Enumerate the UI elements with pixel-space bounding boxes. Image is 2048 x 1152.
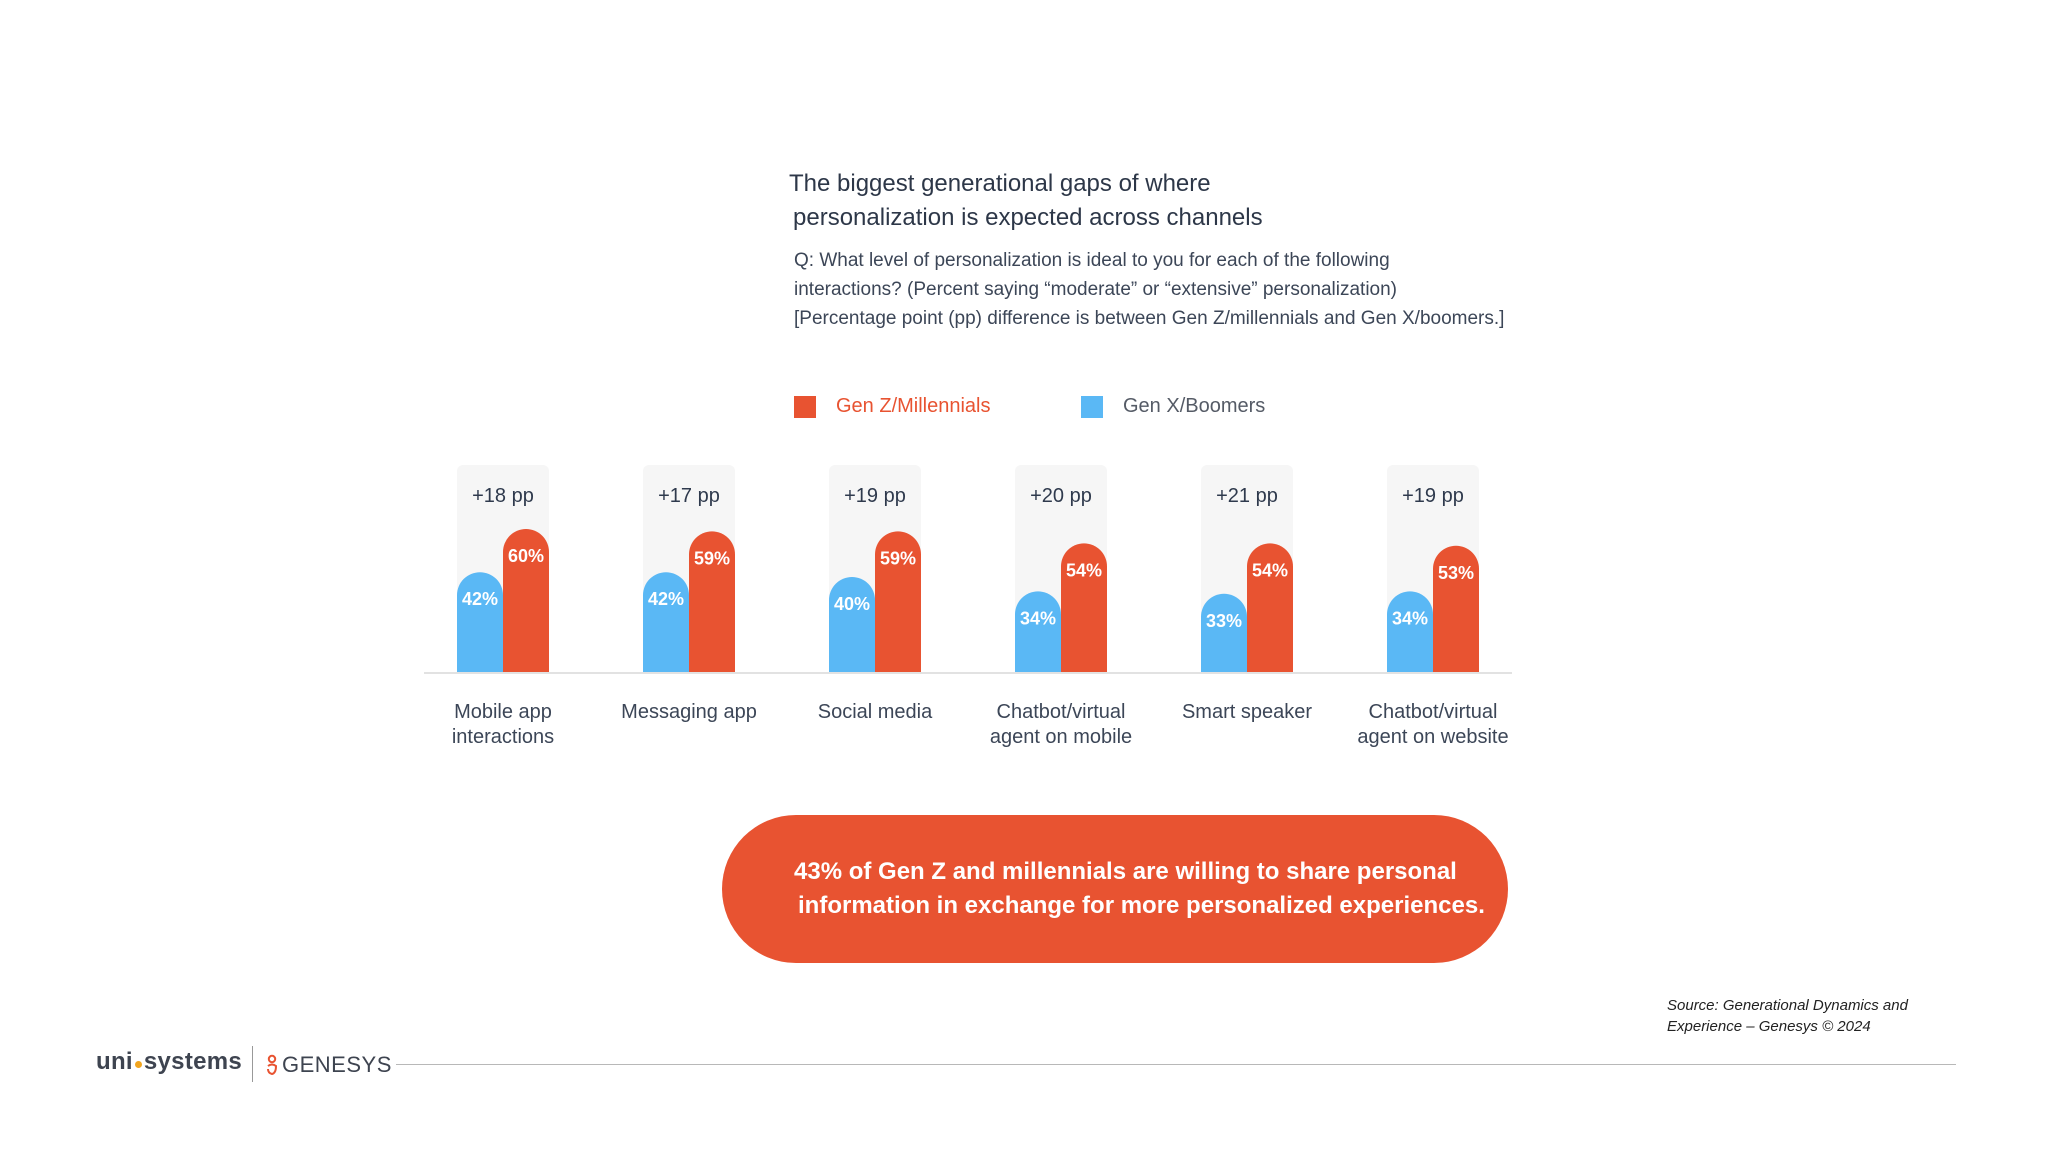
bar-gen-x bbox=[1387, 591, 1433, 673]
legend-label-gen-z: Gen Z/Millennials bbox=[836, 395, 991, 417]
chart-title-line-2: personalization is expected across chann… bbox=[793, 204, 1263, 231]
genesys-logo: GENESYS bbox=[266, 1052, 392, 1078]
bar-chart: +18 pp 42% 60% Mobile app interactions +17 pp… bbox=[424, 485, 1512, 748]
legend-item-gen-z: Gen Z/Millennials bbox=[794, 395, 991, 418]
genesys-text: GENESYS bbox=[282, 1052, 392, 1077]
category-label: Messaging app bbox=[621, 701, 757, 723]
source-line-2: Experience – Genesys © 2024 bbox=[1667, 1018, 1871, 1035]
legend-label-gen-x: Gen X/Boomers bbox=[1123, 395, 1266, 417]
bar-gen-x bbox=[1201, 593, 1247, 673]
category-label: Social media bbox=[818, 701, 933, 723]
data-label-gen-x: 34% bbox=[1020, 608, 1056, 628]
question-line-2: interactions? (Percent saying “moderate”… bbox=[794, 279, 1397, 300]
callout-banner: 43% of Gen Z and millennials are willing… bbox=[722, 815, 1508, 963]
bar-gen-z bbox=[875, 531, 921, 673]
bar-gen-z bbox=[1061, 543, 1107, 673]
question-line-1: Q: What level of personalization is idea… bbox=[794, 250, 1390, 271]
data-label-gen-x: 42% bbox=[648, 589, 684, 609]
category-label: interactions bbox=[452, 726, 554, 748]
bar-gen-z bbox=[1247, 543, 1293, 673]
data-label-gen-z: 53% bbox=[1438, 563, 1474, 583]
bar-gen-x bbox=[829, 577, 875, 673]
category-label: Smart speaker bbox=[1182, 701, 1312, 723]
difference-label: +19 pp bbox=[844, 485, 906, 507]
difference-label: +17 pp bbox=[658, 485, 720, 507]
bar-gen-x bbox=[643, 572, 689, 673]
data-label-gen-x: 34% bbox=[1392, 608, 1428, 628]
genesys-mark-icon bbox=[267, 1054, 278, 1076]
bar-gen-z bbox=[503, 529, 549, 673]
bar-gen-z bbox=[689, 531, 735, 673]
difference-label: +21 pp bbox=[1216, 485, 1278, 507]
difference-label: +19 pp bbox=[1402, 485, 1464, 507]
callout-line-2: information in exchange for more persona… bbox=[798, 892, 1485, 919]
chart-subtitle: Q: What level of personalization is idea… bbox=[794, 246, 1554, 333]
data-label-gen-x: 33% bbox=[1206, 611, 1242, 631]
logo-separator bbox=[252, 1046, 253, 1082]
source-note: Source: Generational Dynamics and Experi… bbox=[1667, 995, 1908, 1037]
data-label-gen-x: 40% bbox=[834, 594, 870, 614]
category-label: agent on mobile bbox=[990, 726, 1132, 748]
unisystems-logo: uni systems bbox=[96, 1048, 242, 1076]
question-line-3: [Percentage point (pp) difference is bet… bbox=[794, 308, 1505, 329]
footer-divider bbox=[396, 1064, 1956, 1065]
logo-dot-icon bbox=[134, 1061, 142, 1068]
data-label-gen-z: 59% bbox=[880, 548, 916, 568]
bar-gen-z bbox=[1433, 545, 1479, 673]
category-label: agent on website bbox=[1357, 726, 1508, 748]
bar-gen-x bbox=[1015, 591, 1061, 673]
data-label-gen-x: 42% bbox=[462, 589, 498, 609]
category-label: Chatbot/virtual bbox=[1369, 701, 1498, 723]
data-label-gen-z: 54% bbox=[1252, 560, 1288, 580]
legend-swatch-gen-x bbox=[1081, 395, 1103, 418]
category-label: Chatbot/virtual bbox=[997, 701, 1126, 723]
chart-title: The biggest generational gaps of where p… bbox=[789, 167, 1549, 235]
logo-uni-text: uni bbox=[96, 1048, 133, 1075]
category-label: Mobile app bbox=[454, 701, 552, 723]
source-line-1: Source: Generational Dynamics and bbox=[1667, 997, 1908, 1014]
legend-item-gen-x: Gen X/Boomers bbox=[1081, 395, 1265, 418]
callout-line-1: 43% of Gen Z and millennials are willing… bbox=[794, 858, 1457, 885]
data-label-gen-z: 60% bbox=[508, 546, 544, 566]
chart-title-line-1: The biggest generational gaps of where bbox=[789, 170, 1211, 197]
difference-label: +20 pp bbox=[1030, 485, 1092, 507]
data-label-gen-z: 54% bbox=[1066, 560, 1102, 580]
bar-gen-x bbox=[457, 572, 503, 673]
chart-legend: Gen Z/Millennials Gen X/Boomers bbox=[0, 395, 2048, 425]
data-label-gen-z: 59% bbox=[694, 548, 730, 568]
legend-swatch-gen-z bbox=[794, 395, 816, 418]
difference-label: +18 pp bbox=[472, 485, 534, 507]
logo-systems-text: systems bbox=[143, 1048, 243, 1075]
